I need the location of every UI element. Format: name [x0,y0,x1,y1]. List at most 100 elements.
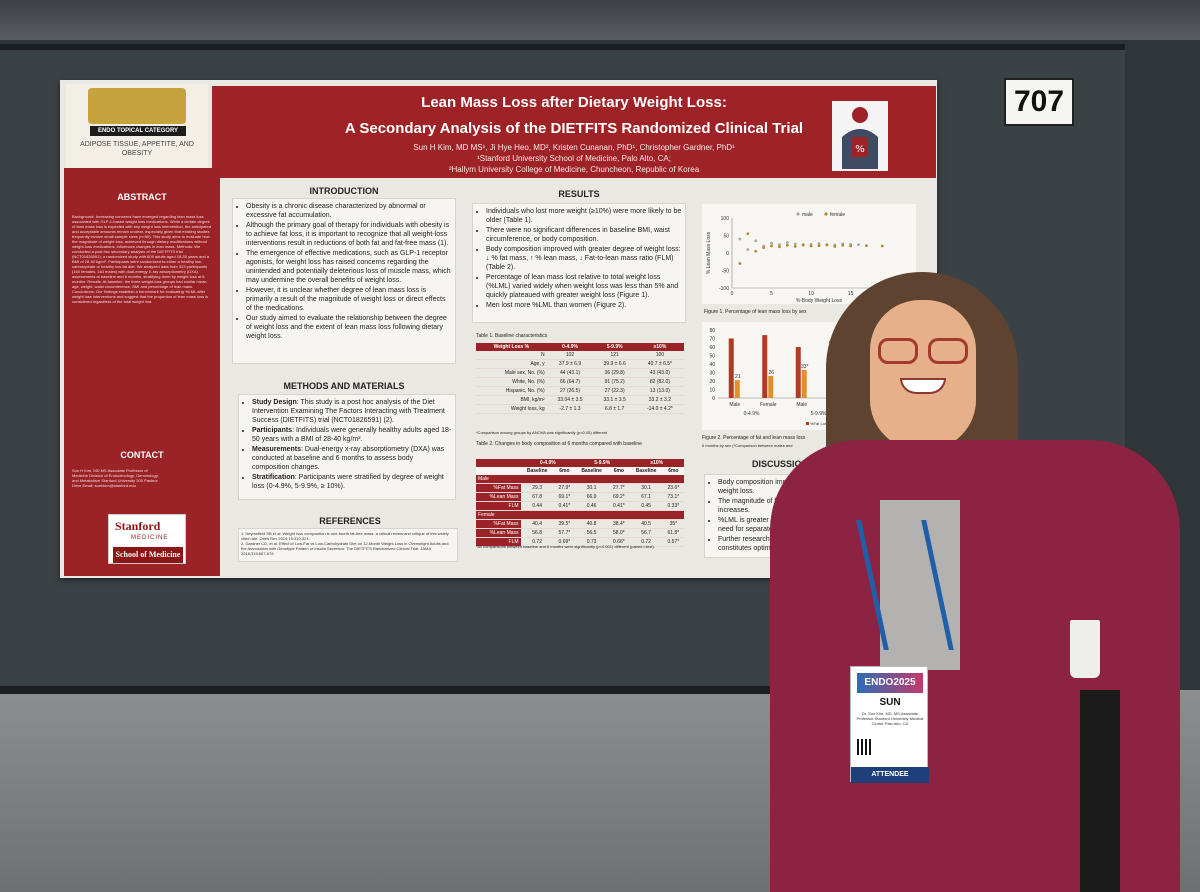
contact-text: Sun H Kim, MD MS Associate Professor of … [72,468,159,488]
table-cell: 39.5* [553,519,575,529]
table-row: FLM 0.44 0.41* 0.46 0.41* 0.45 0.33* [476,501,684,511]
table-cell: 35* [662,519,684,529]
table-header: ≥10% [635,343,684,351]
x-tick-label: 15 [848,291,854,297]
badge-details: Dr. Sun Kim, MD, MS Associate Professor … [856,711,924,726]
table-cell: 33.2 ± 3.2 [635,395,684,405]
scatter-point [770,244,773,248]
discussion-list: Body composition improv... weight loss. … [707,478,821,553]
table-cell: 23.6* [662,483,684,493]
scatter-point [754,249,758,253]
abstract-heading: ABSTRACT [117,192,167,202]
scatter-point [785,243,789,247]
table-row: N 102 121 100 [476,351,684,360]
y-tick-label: 80 [709,328,715,334]
methods-bullet: Participants: Individuals were generally… [252,426,452,444]
table-cell: 0.46 [574,501,609,511]
booth-number: 707 [1004,78,1074,126]
scatter-point [857,243,860,246]
table-cell: 0.72 [520,537,554,547]
table-cell: Weight loss, kg [476,404,547,414]
table-row: Age, y 37.9 ± 6.9 39.9 ± 6.6 40.7 ± 6.5* [476,359,684,369]
table-cell: 73.1* [662,492,684,502]
results-bullet: There were no significant differences in… [486,226,682,244]
scatter-point [849,244,853,248]
scatter-point [809,244,813,248]
contact-heading: CONTACT [120,450,164,460]
x-axis-label: % Body Weight Loss [796,298,843,304]
poster-authors: Sun H Kim, MD MS¹, Ji Hye Heo, MD², Kris… [212,142,936,175]
reference-item: 1. Heymsfield SB et al. Weight loss comp… [241,531,449,541]
x-tick-label: 5 [770,291,773,297]
table-cell: 56.8 [520,528,554,538]
table-cell: 0.57* [662,537,684,547]
table-cell: 0.66* [608,537,630,547]
flower-icon [88,88,186,124]
scatter-point [841,243,845,247]
figure1-caption: Figure 1. Percentage of lean mass loss b… [704,309,807,315]
poster-header [212,86,936,178]
table-cell: 66.9 [574,492,609,502]
table-cell: 56.7 [629,528,663,538]
lens-left [878,338,918,364]
scatter-point [833,244,837,248]
legend-label: female [830,212,845,218]
glasses-icon [876,338,972,364]
scatter-point [754,239,758,243]
table2-caption: Table 2. Changes in body composition at … [476,441,642,447]
table-header: 5-9.9% [593,343,636,351]
y-tick-label: 30 [709,371,715,377]
methods-list: Study Design: This study is a post hoc a… [241,398,452,491]
y-tick-label: 60 [709,345,715,351]
table-cell: 69.2* [608,492,630,502]
y-tick-label: 70 [709,337,715,343]
author-list: Sun H Kim, MD MS¹, Ji Hye Heo, MD², Kris… [413,143,735,152]
table-header-row: Weight Loss % 0-4.9% 5-9.9% ≥10% [476,343,684,351]
intro-bullet: The emergence of effective medications, … [246,249,452,285]
table-header-row: 0-4.9% 5-9.9% ≥10% [476,459,684,467]
table-row: %Fat Mass 40.4 39.5* 40.8 38.4* 40.5 35* [476,519,684,529]
scatter-point [738,237,742,241]
methods-text: : Participants were stratified by degree… [252,474,444,490]
body-composition-icon: % [832,101,888,171]
bar [734,380,740,398]
table-cell: -14.0 ± 4.2* [635,404,684,414]
table1-footnote: *Comparison among groups by ANOVA was si… [476,430,608,435]
table-cell: 0.44 [520,501,554,511]
table-row: %Lean Mass 56.8 57.7* 56.5 58.0* 56.7 61.8* [476,528,684,538]
table-cell: %Fat Mass [476,519,521,529]
table-cell: -2.7 ± 1.3 [546,404,594,414]
y-tick-label: 0 [726,251,729,257]
x-tick-label: 10 [808,291,814,297]
table-cell: 56.5 [574,528,609,538]
table-row: Weight loss, kg -2.7 ± 1.3 6.8 ± 1.7 -14.0 … [476,404,684,414]
table2-footnote: *All comparisons between baseline and 6 … [476,544,655,549]
methods-bullet: Stratification: Participants were strati… [252,473,452,491]
references-panel: 1. Heymsfield SB et al. Weight loss comp… [238,528,458,562]
category-subtitle: ADIPOSE TISSUE, APPETITE, AND OBESITY [80,141,194,157]
table-row: White, No. (%) 66 (64.7) 91 (75.2) 82 (82.0… [476,377,684,387]
scatter-point [770,241,773,245]
table-cell: 57.7* [553,528,575,538]
category-label: Male [729,402,740,408]
table-header: 0-4.9% [546,343,594,351]
badge-role: ATTENDEE [851,767,929,783]
table-header-blank [476,467,521,475]
lens-right [928,338,968,364]
table-cell: 29.3 [520,483,554,493]
table-section-label: Female [476,510,684,520]
table-cell: %Fat Mass [476,483,521,493]
y-tick-label: -100 [719,286,729,292]
discussion-heading: DISCUSSION/ [752,459,811,469]
y-tick-label: 50 [723,234,729,240]
scatter-point [746,248,750,251]
table-cell: 0.73 [574,537,609,547]
table-cell: 0.41* [608,501,630,511]
table-row: %Lean Mass 67.8 69.1* 66.9 69.2* 67.1 73.1* [476,492,684,502]
scatter-point [746,232,750,236]
affiliation-1: ¹Stanford University School of Medicine,… [477,154,671,163]
scatter-point [801,243,805,246]
scatter-point [817,244,821,248]
logo-line2: MEDICINE [131,535,169,541]
table-cell: 30.1 [629,483,663,493]
